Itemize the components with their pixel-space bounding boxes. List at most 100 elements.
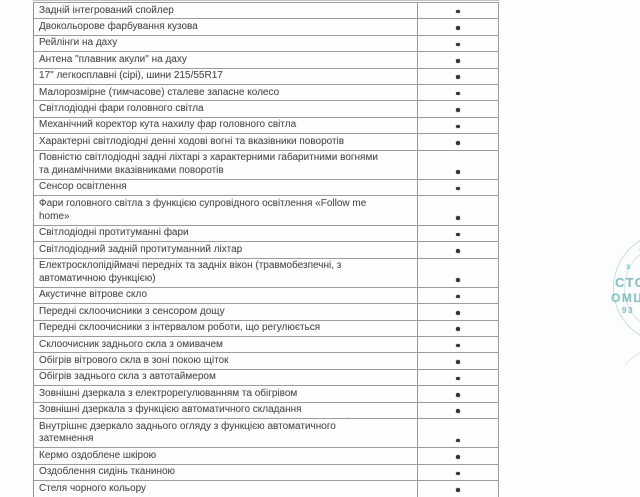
- feature-cell: Зовнішні дзеркала з функцією автоматично…: [34, 402, 418, 419]
- table-row: Обігрів заднього скла з автотаймером: [34, 369, 498, 387]
- stamp-lower-arc: [611, 337, 640, 419]
- bullet-icon: [456, 108, 460, 112]
- bullet-cell: [418, 134, 498, 149]
- feature-cell: Зовнішні дзеркала з електрорегулюванням …: [34, 386, 418, 402]
- table-row: Задній інтегрований спойлер: [34, 3, 498, 20]
- cut-row-edge-line: [33, 0, 499, 1]
- bullet-cell: [418, 403, 498, 418]
- bullet-icon: [456, 471, 460, 476]
- table-row: Світлодіодний задній протитуманний ліхта…: [34, 242, 498, 259]
- table-row: Кермо оздоблене шкірою: [34, 448, 498, 465]
- bullet-icon: [456, 75, 460, 80]
- feature-cell: Внутрішнє дзеркало заднього огляду з фун…: [34, 419, 418, 448]
- stamp-text-line: 93: [622, 306, 634, 315]
- bullet-icon: [456, 232, 460, 237]
- bullet-icon: [456, 170, 460, 174]
- table-row: Двокольорове фарбування кузова: [34, 19, 498, 36]
- table-row: Електросклопідіймачі передніх та задніх …: [34, 258, 498, 288]
- bullet-icon: [456, 216, 460, 220]
- equipment-table: Задній інтегрований спойлер Двокольорове…: [33, 2, 499, 497]
- feature-cell: Задній інтегрований спойлер: [34, 3, 418, 19]
- feature-cell: Передні склоочисники з сенсором дощу: [34, 304, 418, 320]
- feature-cell: Світлодіодні протитуманні фари: [34, 225, 418, 242]
- bullet-cell: [418, 304, 498, 319]
- table-row: Сенсор освітлення: [34, 179, 498, 197]
- feature-cell: Кермо оздоблене шкірою: [34, 448, 418, 464]
- bullet-cell: [418, 448, 498, 463]
- bullet-icon: [456, 455, 460, 459]
- table-row: Стеля чорного кольору: [34, 481, 498, 497]
- bullet-icon: [456, 393, 460, 397]
- bullet-icon: [456, 278, 460, 282]
- table-row: Механічний коректор кута нахилу фар голо…: [34, 117, 498, 135]
- stamp-ring-text-arc: [615, 234, 640, 342]
- bullet-icon: [456, 409, 460, 414]
- feature-cell: Світлодіодний задній протитуманний ліхта…: [34, 242, 418, 258]
- bullet-cell: [418, 259, 498, 287]
- table-row: Зовнішні дзеркала з функцією автоматично…: [34, 402, 498, 420]
- feature-cell: Сенсор освітлення: [34, 179, 418, 196]
- bullet-icon: [456, 343, 460, 348]
- bullet-cell: [418, 19, 498, 34]
- scan-artifact: ': [347, 416, 349, 426]
- stamp-text-line: ОМЦ: [611, 291, 640, 305]
- bullet-icon: [456, 91, 460, 96]
- stamp-text-line: з: [626, 262, 632, 271]
- bullet-icon: [456, 186, 460, 191]
- table-row: Фари головного світла з функцією супрові…: [34, 196, 498, 226]
- bullet-cell: [418, 196, 498, 224]
- bullet-icon: [456, 327, 460, 332]
- table-row: Передні склоочисники з сенсором дощу: [34, 304, 498, 321]
- feature-cell: Стеля чорного кольору: [34, 481, 418, 497]
- table-row: Склоочисник заднього скла з омивачем: [34, 337, 498, 354]
- table-row: Внутрішнє дзеркало заднього огляду з фун…: [34, 419, 498, 449]
- bullet-icon: [456, 294, 460, 299]
- feature-cell: Антена "плавник акули" на даху: [34, 52, 418, 68]
- bullet-cell: [418, 370, 498, 385]
- table-row: Антена "плавник акули" на даху: [34, 52, 498, 69]
- feature-cell: Малорозмірне (тимчасове) сталеве запасне…: [34, 85, 418, 101]
- feature-cell: Обігрів вітрового скла в зоні покою щіто…: [34, 353, 418, 369]
- bullet-cell: [418, 151, 498, 179]
- bullet-cell: [418, 386, 498, 401]
- feature-cell: Світлодіодні фари головного світла: [34, 101, 418, 117]
- bullet-icon: [456, 311, 460, 315]
- table-row: Акустичне вітрове скло: [34, 287, 498, 305]
- bullet-cell: [418, 226, 498, 241]
- feature-cell: Обігрів заднього скла з автотаймером: [34, 369, 418, 386]
- bullet-icon: [456, 488, 460, 492]
- bullet-cell: [418, 321, 498, 336]
- bullet-icon: [456, 438, 460, 443]
- bullet-cell: [418, 481, 498, 497]
- bullet-cell: [418, 353, 498, 368]
- table-row: Оздоблення сидінь тканиною: [34, 464, 498, 482]
- bullet-icon: [456, 59, 460, 63]
- feature-cell: Двокольорове фарбування кузова: [34, 19, 418, 35]
- feature-cell: Фари головного світла з функцією супрові…: [34, 196, 418, 225]
- bullet-cell: [418, 36, 498, 51]
- bullet-cell: [418, 118, 498, 133]
- bullet-cell: [418, 180, 498, 195]
- table-row: Характерні світлодіодні денні ходові вог…: [34, 134, 498, 151]
- feature-cell: 17" легкосплавні (сірі), шини 215/55R17: [34, 68, 418, 85]
- table-row: Малорозмірне (тимчасове) сталеве запасне…: [34, 85, 498, 102]
- bullet-cell: [418, 337, 498, 352]
- table-row: Повністю світлодіодні задні ліхтарі з ха…: [34, 150, 498, 180]
- table-row: Передні склоочисники з інтервалом роботи…: [34, 320, 498, 338]
- table-row: Рейлінги на даху: [34, 35, 498, 53]
- table-row: Світлодіодні фари головного світла: [34, 101, 498, 118]
- bullet-cell: [418, 465, 498, 480]
- bullet-icon: [456, 42, 460, 47]
- table-row: Світлодіодні протитуманні фари: [34, 225, 498, 243]
- bullet-icon: [456, 26, 460, 30]
- bullet-cell: [418, 242, 498, 257]
- bullet-cell: [418, 101, 498, 116]
- bullet-icon: [456, 9, 460, 14]
- stamp-outer-ring: [613, 232, 640, 344]
- table-row: 17" легкосплавні (сірі), шини 215/55R17: [34, 68, 498, 86]
- feature-cell: Рейлінги на даху: [34, 35, 418, 52]
- table-row: Зовнішні дзеркала з електрорегулюванням …: [34, 386, 498, 403]
- bullet-cell: [418, 85, 498, 100]
- feature-cell: Повністю світлодіодні задні ліхтарі з ха…: [34, 150, 418, 179]
- table-row: Обігрів вітрового скла в зоні покою щіто…: [34, 353, 498, 370]
